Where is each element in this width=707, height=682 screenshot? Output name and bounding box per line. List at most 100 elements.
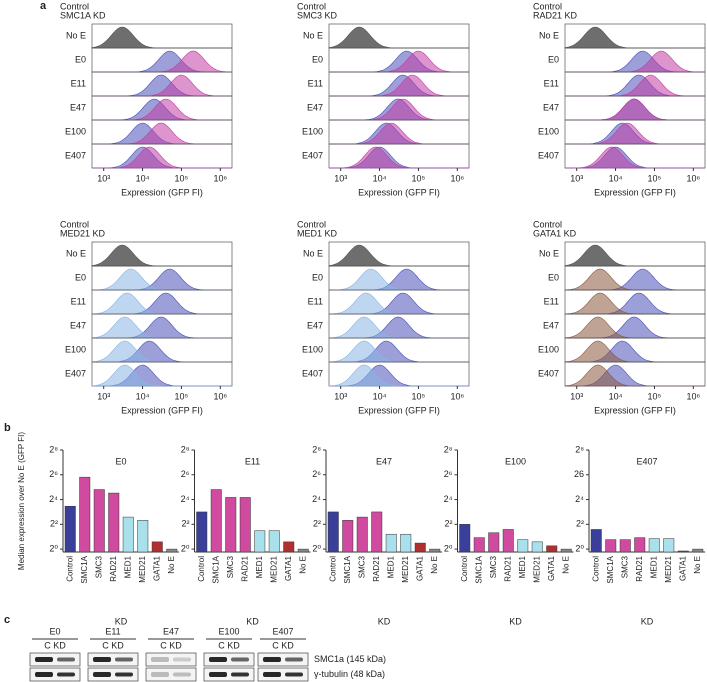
x-tick-label: MED1 [649, 555, 658, 578]
density [564, 364, 705, 387]
band [35, 657, 53, 662]
legend-label: Control [533, 219, 562, 229]
x-tick-label: 10⁵ [412, 173, 426, 183]
x-tick-label: MED21 [401, 555, 410, 582]
y-tick-label: 2⁸ [575, 444, 584, 454]
blot-frame [257, 667, 309, 682]
x-axis-label: Expression (GFP FI) [358, 187, 440, 197]
x-tick-label: 10³ [97, 173, 110, 183]
x-axis-label: Expression (GFP FI) [121, 405, 203, 415]
group-label: E100 [218, 626, 239, 636]
x-tick-label: RAD21 [503, 555, 512, 581]
row-label: E100 [538, 344, 559, 354]
bar [327, 511, 339, 553]
x-tick-label: SMC3 [357, 555, 366, 578]
bar [531, 541, 543, 553]
x-tick-label: GATA1 [152, 555, 161, 581]
blot-frame [257, 652, 309, 667]
y-axis-label: Median expression over No E (GFP FI) [17, 432, 26, 570]
density [329, 146, 469, 169]
lane-label: C KD [44, 640, 66, 650]
density [565, 50, 705, 73]
lane-label: C KD [102, 640, 124, 650]
y-tick-label: 2⁸ [49, 444, 58, 454]
y-tick-label: 2⁰ [181, 543, 190, 553]
legend-label: Control [533, 1, 562, 11]
x-axis-label: KD [641, 616, 654, 626]
legend-label: MED21 KD [60, 228, 106, 238]
bar [400, 533, 412, 553]
band [115, 672, 133, 677]
band [115, 657, 133, 662]
bar [108, 492, 120, 553]
row-label: E407 [302, 150, 323, 160]
bar [93, 489, 105, 553]
x-tick-label: No E [298, 556, 307, 574]
x-tick-label: 10⁵ [175, 173, 189, 183]
row-label: No E [66, 30, 86, 40]
bar [283, 541, 295, 553]
x-tick-label: SMC3 [226, 555, 235, 578]
density [564, 244, 705, 267]
row-label: No E [539, 248, 559, 258]
row-label: E100 [302, 344, 323, 354]
bar [210, 489, 222, 553]
x-tick-label: RAD21 [372, 555, 381, 581]
bar [122, 516, 134, 553]
x-tick-label: SMC3 [620, 555, 629, 578]
row-label: E11 [71, 78, 86, 88]
x-tick-label: No E [561, 556, 570, 574]
group-label: E0 [49, 626, 60, 636]
bar [268, 530, 280, 553]
density [329, 98, 469, 121]
row-label: E11 [544, 78, 559, 88]
y-tick-label: 2⁰ [575, 543, 584, 553]
band [209, 657, 227, 662]
density [91, 244, 232, 267]
y-tick-label: 2⁶ [181, 469, 190, 479]
bar [560, 548, 572, 553]
density [328, 244, 469, 267]
lane-label: C KD [160, 640, 182, 650]
blot-frame [203, 667, 255, 682]
panel-title: E0 [115, 456, 126, 466]
y-tick-label: 2² [444, 519, 452, 529]
bar [619, 539, 631, 553]
legend-label: Control [297, 219, 326, 229]
panel-label: a [40, 0, 47, 12]
x-tick-label: SMC1A [474, 555, 483, 583]
row-label: E47 [70, 102, 86, 112]
density [91, 26, 232, 49]
x-tick-label: No E [430, 556, 439, 574]
x-tick-label: SMC1A [606, 555, 615, 583]
x-tick-label: MED21 [664, 555, 673, 582]
x-tick-label: 10³ [570, 391, 583, 401]
group-label: E407 [272, 626, 293, 636]
x-tick-label: 10⁴ [373, 391, 387, 401]
legend-label: SMC1A KD [60, 10, 106, 20]
x-tick-label: 10⁶ [450, 391, 464, 401]
y-tick-label: 2² [50, 519, 58, 529]
panel-title: E47 [376, 456, 392, 466]
band [263, 672, 281, 677]
x-tick-label: 10⁴ [136, 173, 150, 183]
y-tick-label: 2⁸ [181, 444, 190, 454]
x-tick-label: Control [197, 556, 206, 582]
x-tick-label: MED21 [532, 555, 541, 582]
x-tick-label: 10³ [334, 391, 347, 401]
x-tick-label: 10⁵ [648, 173, 662, 183]
x-tick-label: 10⁴ [609, 173, 623, 183]
panel-title: E407 [636, 456, 657, 466]
band [263, 657, 281, 662]
bar [473, 537, 485, 553]
bar [196, 511, 208, 553]
lane-label: C KD [272, 640, 294, 650]
row-label: E100 [538, 126, 559, 136]
blot-frame [145, 652, 197, 667]
x-tick-label: MED21 [138, 555, 147, 582]
legend-label: RAD21 KD [533, 10, 578, 20]
x-tick-label: 10³ [570, 173, 583, 183]
band [151, 672, 169, 677]
bar [64, 505, 76, 553]
x-tick-label: 10⁶ [686, 391, 700, 401]
